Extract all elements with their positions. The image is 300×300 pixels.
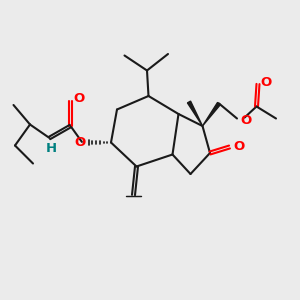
- Text: O: O: [240, 113, 251, 127]
- Text: H: H: [45, 142, 57, 155]
- Text: O: O: [260, 76, 272, 89]
- Text: O: O: [233, 140, 244, 154]
- Text: O: O: [73, 92, 84, 106]
- Polygon shape: [188, 101, 202, 126]
- Polygon shape: [202, 102, 220, 126]
- Text: O: O: [74, 136, 86, 149]
